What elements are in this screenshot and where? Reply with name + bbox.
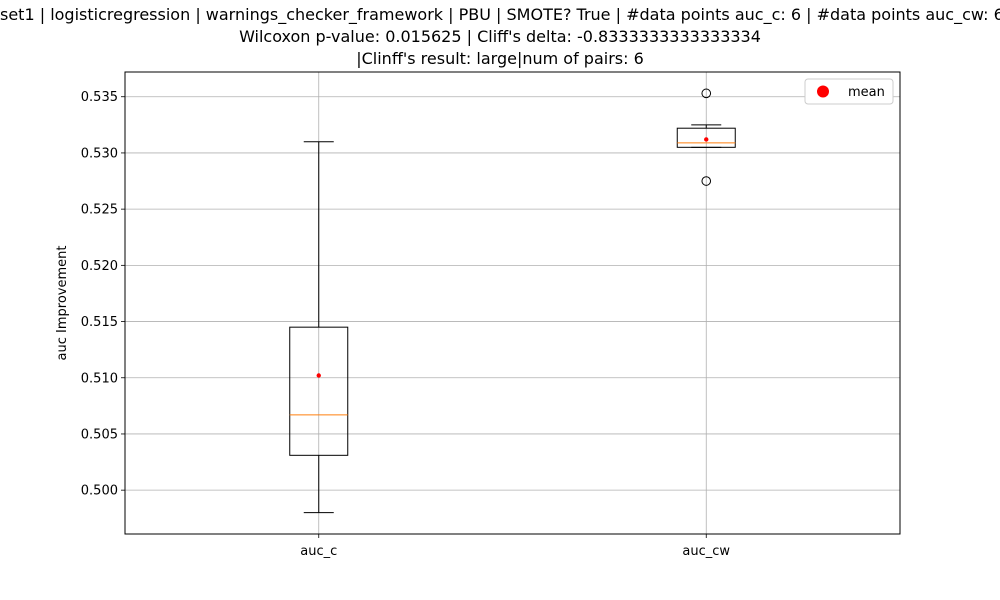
title-line-1: set1 | logisticregression | warnings_che… — [0, 5, 1000, 24]
y-axis-label: auc Improvement — [55, 246, 70, 361]
y-tick-label: 0.525 — [81, 203, 118, 218]
mean-marker — [316, 373, 321, 378]
mean-marker — [704, 137, 709, 142]
legend: mean — [804, 78, 894, 105]
y-tick-label: 0.535 — [81, 90, 118, 105]
y-tick-label: 0.515 — [81, 315, 118, 330]
y-tick-label: 0.520 — [81, 259, 118, 274]
box-group-auc_cw — [676, 88, 736, 186]
outlier-point — [701, 176, 712, 186]
legend-mean-marker — [817, 85, 829, 98]
axis-layer: 0.500 0.505 0.510 0.515 0.520 0.525 0.530 0.535… — [81, 90, 731, 559]
grid-layer — [125, 72, 900, 534]
y-tick-label: 0.510 — [81, 371, 118, 386]
legend-mean-label: mean — [848, 85, 885, 100]
plot-area-frame — [124, 71, 901, 535]
legend-frame — [804, 78, 894, 105]
x-tick-label: auc_cw — [682, 544, 730, 559]
iqr-box — [676, 127, 736, 148]
data-layer — [289, 88, 736, 514]
y-tick-label: 0.530 — [81, 146, 118, 161]
chart-title: set1 | logisticregression | warnings_che… — [0, 4, 1000, 70]
y-tick-label: 0.500 — [81, 484, 118, 499]
outlier-point — [701, 88, 712, 99]
box-group-auc_c — [289, 141, 349, 514]
title-line-3: |Clinff's result: large|num of pairs: 6 — [356, 49, 644, 68]
y-tick-label: 0.505 — [81, 427, 118, 442]
x-tick-label: auc_c — [300, 544, 337, 559]
iqr-box — [289, 326, 349, 456]
title-line-2: Wilcoxon p-value: 0.015625 | Cliff's del… — [239, 27, 761, 46]
